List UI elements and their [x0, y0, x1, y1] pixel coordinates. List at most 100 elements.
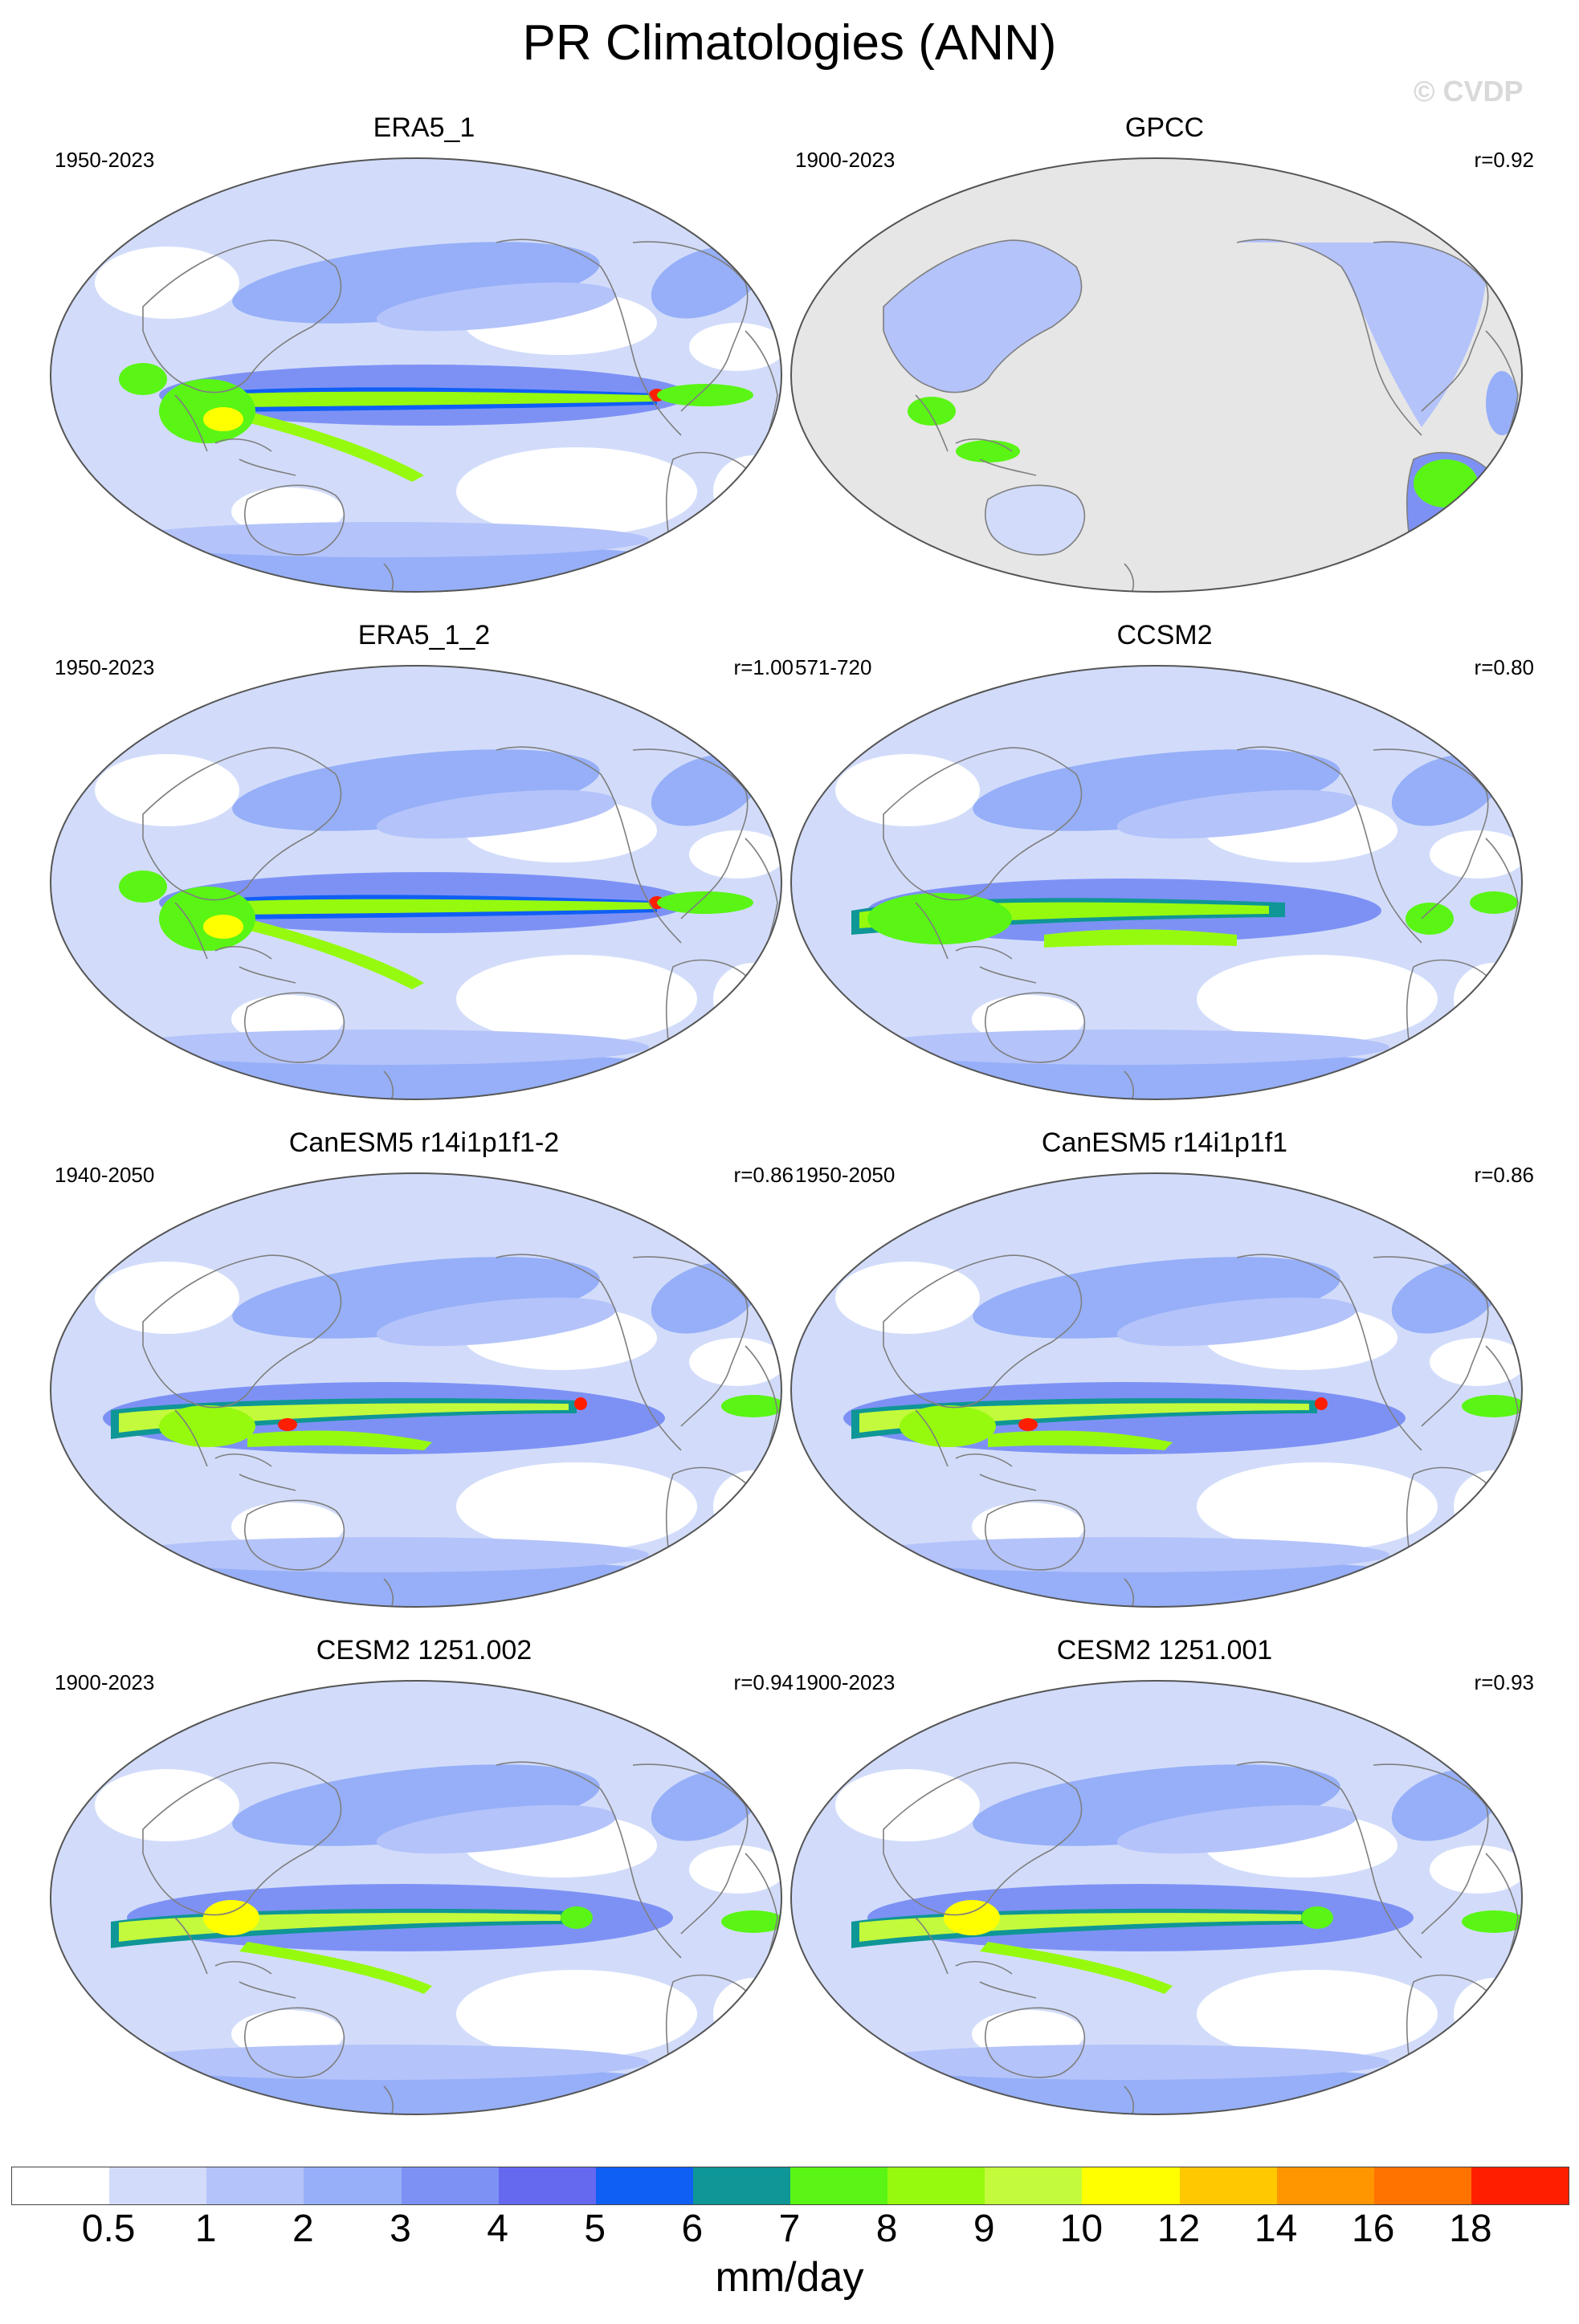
asia-desert	[835, 1262, 980, 1334]
east-pacific-peak	[1315, 1397, 1328, 1410]
map-panel: ERA5_1_2 1950-2023 r=1.00	[47, 620, 802, 1127]
colorbar-tick-label: 18	[1449, 2208, 1492, 2250]
map-outline	[50, 1680, 782, 2115]
coastline	[243, 992, 345, 1063]
atlantic-itcz	[721, 1395, 781, 1417]
southern-ocean-belt	[119, 2045, 649, 2080]
warm-pool-peak	[203, 1900, 259, 1935]
coastline	[174, 394, 296, 476]
atlantic-itcz	[1462, 1395, 1522, 1417]
warm-pool-peak	[203, 407, 243, 431]
colorbar-tick-label: 10	[1059, 2208, 1104, 2250]
double-itcz	[988, 1430, 1173, 1450]
south-pacific-dry	[456, 955, 697, 1043]
panel-title: CanESM5 r14i1p1f1	[1041, 1127, 1288, 1158]
panel-pattern-correlation: r=0.93	[1474, 1670, 1534, 1694]
watermark: © CVDP	[1414, 75, 1524, 108]
coastline	[984, 484, 1086, 556]
colorbar-tick-label: 16	[1352, 2208, 1395, 2250]
panel-title: CESM2 1251.001	[1056, 1635, 1273, 1666]
panel-period: 1900-2023	[795, 1670, 896, 1694]
colorbar-tick-label: 2	[292, 2208, 314, 2250]
colorbar-tick-label: 7	[778, 2208, 801, 2250]
colorbar-tick-label: 6	[681, 2208, 704, 2250]
coastline	[915, 394, 1037, 476]
africa-land-precip	[1486, 371, 1518, 435]
warm-pool	[159, 887, 255, 951]
coastline	[632, 241, 749, 412]
north-pacific-belt	[1116, 1297, 1357, 1347]
map-outline	[50, 1172, 782, 1608]
double-itcz	[247, 1430, 432, 1450]
map-field	[51, 1173, 781, 1607]
north-america-land-precip	[1237, 239, 1486, 427]
precip-map	[50, 1680, 782, 2115]
asia-desert	[95, 1769, 239, 1841]
asia-land-precip	[883, 240, 1082, 393]
coastline	[1406, 451, 1499, 592]
coastline	[174, 902, 296, 984]
precip-map	[790, 157, 1523, 593]
map-outline	[790, 665, 1523, 1100]
coastline	[1236, 1761, 1422, 1959]
coastline	[665, 959, 759, 1099]
precip-map	[50, 157, 782, 593]
asia-desert	[95, 247, 239, 319]
spcz	[239, 919, 424, 989]
coastline	[1373, 1256, 1489, 1427]
map-panel: CESM2 1251.001 1900-2023 r=0.93	[787, 1635, 1542, 2143]
atlantic-itcz	[721, 1910, 781, 1933]
warm-pool	[867, 893, 1012, 944]
warm-pool	[900, 1405, 996, 1447]
coastline	[665, 451, 759, 592]
coastline	[174, 1409, 296, 1491]
colorbar-box	[498, 2167, 596, 2204]
precip-map	[50, 665, 782, 1100]
coastline	[174, 1917, 296, 1999]
coastline	[984, 2007, 1086, 2078]
map-panel: CanESM5 r14i1p1f1-2 1940-2050 r=0.86	[47, 1127, 802, 1635]
coastline	[632, 1256, 749, 1427]
colorbar-box	[12, 2167, 110, 2204]
bay-of-bengal	[119, 363, 167, 395]
map-outline	[50, 157, 782, 593]
coastline	[496, 746, 682, 944]
colorbar-box	[109, 2167, 207, 2204]
map-outline	[50, 665, 782, 1100]
colorbar-box	[985, 2167, 1083, 2204]
coastline	[243, 484, 345, 556]
north-atlantic-dry	[689, 1338, 781, 1386]
panel-period: 571-720	[795, 655, 872, 679]
coastline	[665, 1466, 759, 1607]
itcz-peak	[175, 899, 653, 915]
coastline	[1373, 241, 1489, 412]
colorbar-tick-label: 12	[1157, 2208, 1201, 2250]
south-pacific-dry	[456, 1970, 697, 2058]
panel-title: ERA5_1_2	[357, 620, 491, 650]
precip-map	[790, 665, 1523, 1100]
map-field	[51, 1681, 781, 2114]
southern-ocean-belt	[859, 1537, 1389, 1572]
coastline	[915, 1917, 1037, 1999]
panel-pattern-correlation: r=1.00	[733, 655, 794, 679]
figure-title: PR Climatologies (ANN)	[522, 15, 1057, 71]
warm-pool-peak	[203, 915, 243, 939]
south-pacific-dry	[1197, 1462, 1438, 1551]
panel-period: 1940-2050	[55, 1163, 155, 1187]
colorbar-tick-label: 5	[584, 2208, 606, 2250]
coastline	[1373, 748, 1489, 919]
precip-map	[790, 1172, 1523, 1608]
north-pacific-belt	[376, 1297, 617, 1347]
map-field	[51, 666, 781, 1099]
colorbar-box	[1082, 2167, 1180, 2204]
map-outline	[790, 157, 1523, 593]
south-pacific-dry	[1197, 955, 1438, 1043]
precip-map	[50, 1172, 782, 1608]
spcz	[980, 1942, 1173, 1994]
map-field	[791, 666, 1522, 1099]
coastline	[1406, 1466, 1499, 1607]
precip-map	[790, 1680, 1523, 2115]
southern-ocean-belt	[119, 522, 649, 557]
warm-pool	[159, 379, 255, 443]
atlantic-itcz	[1462, 1910, 1522, 1933]
